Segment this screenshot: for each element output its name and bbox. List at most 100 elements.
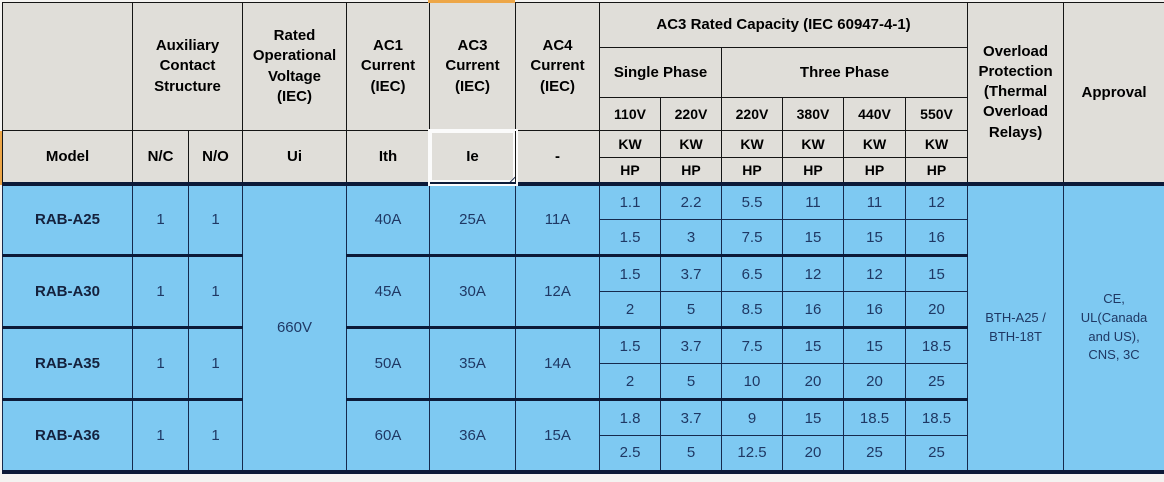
- kw-value-cell[interactable]: 1.8: [599, 398, 661, 436]
- ac1-value-cell[interactable]: 60A: [346, 398, 430, 472]
- kw-value-cell[interactable]: 15: [782, 326, 844, 364]
- hp-value-cell[interactable]: 5: [660, 435, 722, 472]
- header-voltage-220v-three[interactable]: 220V: [721, 97, 783, 131]
- hp-value-cell[interactable]: 15: [782, 219, 844, 256]
- hp-value-cell[interactable]: 8.5: [721, 291, 783, 328]
- kw-value-cell[interactable]: 11: [782, 181, 844, 220]
- kw-value-cell[interactable]: 11: [843, 181, 906, 220]
- hp-value-cell[interactable]: 15: [843, 219, 906, 256]
- kw-value-cell[interactable]: 9: [721, 398, 783, 436]
- kw-value-cell[interactable]: 12: [843, 254, 906, 292]
- header-three-phase[interactable]: Three Phase: [720, 47, 969, 98]
- hp-value-cell[interactable]: 7.5: [721, 219, 783, 256]
- ac1-value-cell[interactable]: 50A: [346, 326, 430, 400]
- hp-value-cell[interactable]: 20: [782, 435, 844, 472]
- hp-value-cell[interactable]: 10: [721, 363, 783, 400]
- kw-value-cell[interactable]: 3.7: [660, 254, 722, 292]
- header-approval[interactable]: Approval: [1063, 2, 1164, 184]
- kw-value-cell[interactable]: 12: [782, 254, 844, 292]
- hp-value-cell[interactable]: 1.5: [599, 219, 661, 256]
- header-model[interactable]: Model: [2, 130, 133, 184]
- header-kw-unit[interactable]: KW: [660, 130, 722, 158]
- no-cell[interactable]: 1: [188, 254, 243, 328]
- kw-value-cell[interactable]: 15: [904, 254, 969, 292]
- nc-cell[interactable]: 1: [132, 326, 189, 400]
- kw-value-cell[interactable]: 1.5: [599, 254, 661, 292]
- header-single-phase[interactable]: Single Phase: [599, 47, 722, 98]
- hp-value-cell[interactable]: 2: [599, 291, 661, 328]
- header-nc[interactable]: N/C: [132, 130, 189, 184]
- nc-cell[interactable]: 1: [132, 254, 189, 328]
- header-rated-voltage[interactable]: Rated Operational Voltage (IEC): [242, 2, 347, 131]
- header-ac4-current[interactable]: AC4 Current (IEC): [515, 2, 600, 131]
- kw-value-cell[interactable]: 12: [904, 181, 969, 220]
- kw-value-cell[interactable]: 6.5: [721, 254, 783, 292]
- header-ui-symbol[interactable]: Ui: [242, 130, 347, 184]
- header-kw-unit[interactable]: KW: [782, 130, 844, 158]
- header-kw-unit[interactable]: KW: [721, 130, 783, 158]
- header-kw-unit[interactable]: KW: [904, 130, 969, 158]
- hp-value-cell[interactable]: 5: [660, 291, 722, 328]
- hp-value-cell[interactable]: 2.5: [599, 435, 661, 472]
- no-cell[interactable]: 1: [188, 181, 243, 256]
- model-cell-rab-a25[interactable]: RAB-A25: [2, 181, 133, 256]
- hp-value-cell[interactable]: 25: [904, 363, 969, 400]
- kw-value-cell[interactable]: 18.5: [904, 398, 969, 436]
- header-hp-unit[interactable]: HP: [721, 157, 783, 184]
- model-cell-rab-a30[interactable]: RAB-A30: [2, 254, 133, 328]
- header-hp-unit[interactable]: HP: [599, 157, 661, 184]
- corner-blank-cell[interactable]: [2, 2, 133, 131]
- hp-value-cell[interactable]: 20: [782, 363, 844, 400]
- ac1-value-cell[interactable]: 45A: [346, 254, 430, 328]
- header-ac4-dash[interactable]: -: [515, 130, 600, 184]
- header-voltage-220v-single[interactable]: 220V: [660, 97, 722, 131]
- header-aux-contact[interactable]: Auxiliary Contact Structure: [132, 2, 243, 131]
- header-voltage-550v[interactable]: 550V: [904, 97, 969, 131]
- model-cell-rab-a35[interactable]: RAB-A35: [2, 326, 133, 400]
- kw-value-cell[interactable]: 15: [843, 326, 906, 364]
- hp-value-cell[interactable]: 16: [843, 291, 906, 328]
- kw-value-cell[interactable]: 15: [782, 398, 844, 436]
- kw-value-cell[interactable]: 7.5: [721, 326, 783, 364]
- header-no[interactable]: N/O: [188, 130, 243, 184]
- header-kw-unit[interactable]: KW: [843, 130, 906, 158]
- kw-value-cell[interactable]: 1.5: [599, 326, 661, 364]
- kw-value-cell[interactable]: 3.7: [660, 398, 722, 436]
- header-voltage-440v[interactable]: 440V: [843, 97, 906, 131]
- hp-value-cell[interactable]: 25: [843, 435, 906, 472]
- kw-value-cell[interactable]: 18.5: [843, 398, 906, 436]
- ac3-value-cell[interactable]: 25A: [429, 181, 516, 256]
- hp-value-cell[interactable]: 2: [599, 363, 661, 400]
- model-cell-rab-a36[interactable]: RAB-A36: [2, 398, 133, 472]
- header-ac1-current[interactable]: AC1 Current (IEC): [346, 2, 430, 131]
- header-hp-unit[interactable]: HP: [904, 157, 969, 184]
- hp-value-cell[interactable]: 12.5: [721, 435, 783, 472]
- nc-cell[interactable]: 1: [132, 398, 189, 472]
- ac1-value-cell[interactable]: 40A: [346, 181, 430, 256]
- kw-value-cell[interactable]: 2.2: [660, 181, 722, 220]
- kw-value-cell[interactable]: 3.7: [660, 326, 722, 364]
- approval-cell[interactable]: CE, UL(Canada and US), CNS, 3C: [1063, 181, 1164, 472]
- ac4-value-cell[interactable]: 11A: [515, 181, 600, 256]
- no-cell[interactable]: 1: [188, 398, 243, 472]
- kw-value-cell[interactable]: 18.5: [904, 326, 969, 364]
- hp-value-cell[interactable]: 3: [660, 219, 722, 256]
- ac4-value-cell[interactable]: 14A: [515, 326, 600, 400]
- operational-voltage-cell[interactable]: 660V: [242, 181, 347, 472]
- hp-value-cell[interactable]: 25: [904, 435, 969, 472]
- nc-cell[interactable]: 1: [132, 181, 189, 256]
- ac3-value-cell[interactable]: 36A: [429, 398, 516, 472]
- ac3-value-cell[interactable]: 35A: [429, 326, 516, 400]
- header-ac3-current[interactable]: AC3 Current (IEC): [429, 2, 516, 131]
- header-ie-symbol-selected-cell[interactable]: Ie: [427, 128, 518, 186]
- overload-relay-cell[interactable]: BTH-A25 / BTH-18T: [967, 181, 1065, 472]
- header-voltage-380v[interactable]: 380V: [782, 97, 844, 131]
- header-ac3-capacity[interactable]: AC3 Rated Capacity (IEC 60947-4-1): [598, 2, 969, 48]
- header-ith-symbol[interactable]: Ith: [346, 130, 430, 184]
- header-hp-unit[interactable]: HP: [843, 157, 906, 184]
- header-hp-unit[interactable]: HP: [660, 157, 722, 184]
- hp-value-cell[interactable]: 20: [904, 291, 969, 328]
- header-overload-protection[interactable]: Overload Protection (Thermal Overload Re…: [967, 2, 1065, 184]
- hp-value-cell[interactable]: 20: [843, 363, 906, 400]
- ac3-value-cell[interactable]: 30A: [429, 254, 516, 328]
